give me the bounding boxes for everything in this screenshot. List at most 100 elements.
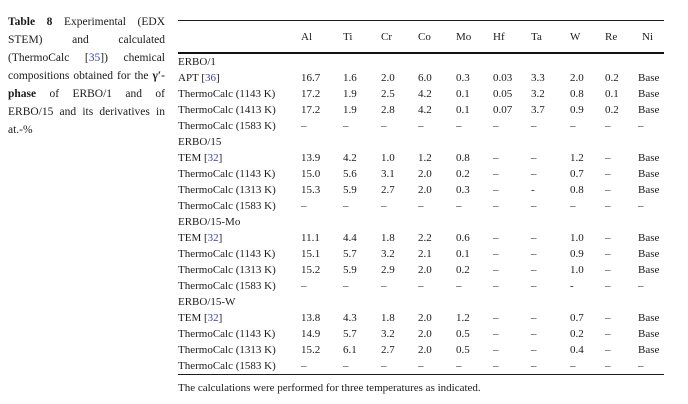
cell-Al: – bbox=[301, 280, 307, 292]
cell-Ni: Base bbox=[638, 104, 660, 116]
cell-W: 0.9 bbox=[570, 104, 584, 116]
cell-Re: – bbox=[605, 184, 611, 196]
cell-Ta: – bbox=[531, 200, 537, 212]
cell-W: 2.0 bbox=[570, 72, 584, 84]
cell-Hf: – bbox=[493, 360, 499, 372]
text-segment: ThermoCalc (1583 K) bbox=[178, 280, 276, 292]
cell-Al: 15.2 bbox=[301, 264, 321, 276]
row-label: ThermoCalc (1583 K) bbox=[178, 278, 301, 294]
cell-Al: 15.3 bbox=[301, 184, 321, 196]
cell-Ti: – bbox=[343, 120, 349, 132]
section-label: ERBO/15-Mo bbox=[178, 214, 664, 230]
cell-Cr: 2.5 bbox=[381, 88, 395, 100]
table-row: ThermoCalc (1583 K) – – – – – – – – – – bbox=[178, 358, 664, 375]
text-segment: ERBO/1 bbox=[178, 56, 216, 68]
cell-Ti: 4.2 bbox=[343, 152, 357, 164]
cell-Hf: 0.03 bbox=[493, 72, 513, 84]
cell-Re: – bbox=[605, 312, 611, 324]
cell-Re: – bbox=[605, 168, 611, 180]
cell-Hf: – bbox=[493, 120, 499, 132]
cell-Ta: – bbox=[531, 280, 537, 292]
cell-Re: – bbox=[605, 360, 611, 372]
text-segment: ] bbox=[218, 232, 223, 244]
text-segment: ] bbox=[218, 152, 223, 164]
row-label: ThermoCalc (1583 K) bbox=[178, 358, 301, 375]
table-row: ThermoCalc (1413 K) 17.2 1.9 2.8 4.2 0.1 0.07 3… bbox=[178, 102, 664, 118]
text-segment: ThermoCalc (1583 K) bbox=[178, 120, 276, 132]
cell-Hf: – bbox=[493, 264, 499, 276]
cell-Ta: – bbox=[531, 360, 537, 372]
cell-Hf: – bbox=[493, 248, 499, 260]
cell-Ni: Base bbox=[638, 168, 660, 180]
cell-Re: – bbox=[605, 280, 611, 292]
text-segment: ThermoCalc (1143 K) bbox=[178, 168, 276, 180]
cell-Cr: 3.1 bbox=[381, 168, 395, 180]
cell-Cr: – bbox=[381, 120, 387, 132]
cell-Hf: – bbox=[493, 312, 499, 324]
cell-W: 0.8 bbox=[570, 88, 584, 100]
cell-Ti: 5.7 bbox=[343, 328, 357, 340]
cell-Co: 4.2 bbox=[418, 88, 432, 100]
text-segment: ThermoCalc (1413 K) bbox=[178, 104, 276, 116]
cell-Re: 0.2 bbox=[605, 104, 619, 116]
citation-link[interactable]: 32 bbox=[207, 312, 219, 324]
cell-Al: 15.0 bbox=[301, 168, 321, 180]
cell-W: 0.2 bbox=[570, 328, 584, 340]
cell-Co: – bbox=[418, 120, 424, 132]
cell-Ni: Base bbox=[638, 184, 660, 196]
cell-Ta: – bbox=[531, 168, 537, 180]
cell-Mo: 0.6 bbox=[456, 232, 470, 244]
cell-Cr: 3.2 bbox=[381, 248, 395, 260]
text-segment: TEM [ bbox=[178, 152, 208, 164]
text-segment: ThermoCalc (1583 K) bbox=[178, 360, 276, 372]
cell-Re: 0.1 bbox=[605, 88, 619, 100]
citation-link[interactable]: 36 bbox=[205, 72, 216, 84]
table-footnote: The calculations were performed for thre… bbox=[178, 382, 481, 394]
cell-Hf: 0.07 bbox=[493, 104, 513, 116]
cell-Co: 2.0 bbox=[418, 168, 432, 180]
cell-Co: 2.0 bbox=[418, 328, 432, 340]
cell-Ta: – bbox=[531, 152, 537, 164]
cell-Mo: 0.1 bbox=[456, 248, 470, 260]
col-header-Co: Co bbox=[418, 20, 456, 54]
cell-Hf: – bbox=[493, 280, 499, 292]
cell-Ni: Base bbox=[638, 72, 660, 84]
cell-Co: – bbox=[418, 360, 424, 372]
citation-link[interactable]: 32 bbox=[207, 232, 219, 244]
cell-Ni: Base bbox=[638, 152, 660, 164]
bold-text: γ′-phase bbox=[8, 70, 165, 100]
section-label: ERBO/15 bbox=[178, 134, 664, 150]
cell-W: 0.7 bbox=[570, 312, 584, 324]
cell-Mo: 0.3 bbox=[456, 184, 470, 196]
row-label: ThermoCalc (1583 K) bbox=[178, 118, 301, 134]
cell-Al: 15.2 bbox=[301, 344, 321, 356]
section-row: ERBO/1 bbox=[178, 53, 664, 70]
cell-Cr: 1.8 bbox=[381, 232, 395, 244]
cell-Cr: – bbox=[381, 200, 387, 212]
cell-W: 1.0 bbox=[570, 232, 584, 244]
cell-Al: 15.1 bbox=[301, 248, 321, 260]
cell-Ni: – bbox=[638, 360, 644, 372]
cell-Cr: 2.7 bbox=[381, 184, 395, 196]
row-label: ThermoCalc (1313 K) bbox=[178, 262, 301, 278]
cell-Ni: Base bbox=[638, 344, 660, 356]
cell-Hf: – bbox=[493, 232, 499, 244]
row-label: ThermoCalc (1143 K) bbox=[178, 86, 301, 102]
cell-Co: 4.2 bbox=[418, 104, 432, 116]
cell-Ta: – bbox=[531, 312, 537, 324]
cell-Ti: 1.9 bbox=[343, 88, 357, 100]
citation-link[interactable]: 35 bbox=[88, 52, 101, 64]
cell-Cr: 2.7 bbox=[381, 344, 395, 356]
cell-Ti: 1.6 bbox=[343, 72, 357, 84]
col-header-Ni: Ni bbox=[638, 20, 664, 54]
table-row: ThermoCalc (1143 K) 15.0 5.6 3.1 2.0 0.2 – – 0.7… bbox=[178, 166, 664, 182]
cell-Cr: – bbox=[381, 280, 387, 292]
text-segment: TEM [ bbox=[178, 232, 208, 244]
cell-Co: 1.2 bbox=[418, 152, 432, 164]
citation-link[interactable]: 32 bbox=[207, 152, 219, 164]
col-header-Mo: Mo bbox=[456, 20, 493, 54]
composition-table: Al Ti Cr Co Mo Hf Ta W Re Ni ERBO/1 APT [36] 16.7 1.… bbox=[178, 20, 664, 375]
cell-W: 1.0 bbox=[570, 264, 584, 276]
table-row: ThermoCalc (1313 K) 15.2 6.1 2.7 2.0 0.5 – – 0.4… bbox=[178, 342, 664, 358]
